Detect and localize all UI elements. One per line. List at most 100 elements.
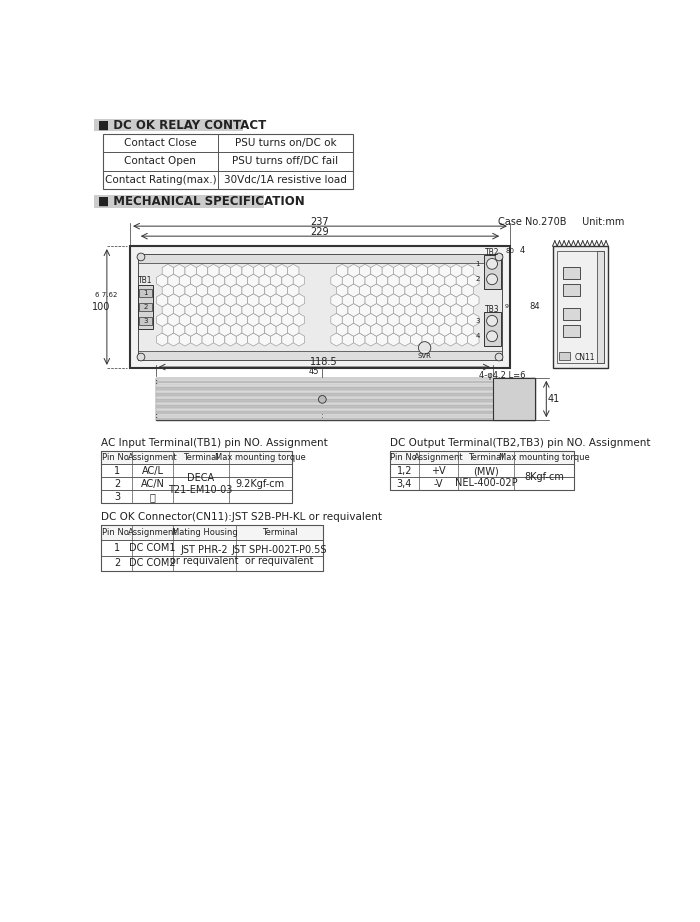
Bar: [493, 378, 536, 420]
Polygon shape: [416, 265, 428, 278]
Polygon shape: [411, 294, 422, 307]
Polygon shape: [444, 313, 456, 326]
Polygon shape: [276, 284, 288, 297]
Polygon shape: [168, 274, 179, 287]
Polygon shape: [388, 333, 399, 346]
Bar: [157, 390, 535, 393]
Polygon shape: [259, 313, 270, 326]
Polygon shape: [190, 294, 202, 307]
Polygon shape: [248, 274, 259, 287]
Text: ⏚: ⏚: [150, 491, 155, 502]
Polygon shape: [456, 333, 468, 346]
Circle shape: [495, 254, 503, 261]
Polygon shape: [439, 284, 451, 297]
Text: 3: 3: [144, 318, 148, 324]
Polygon shape: [185, 323, 197, 337]
Polygon shape: [331, 294, 342, 307]
Bar: [552, 246, 608, 368]
Bar: [157, 384, 535, 386]
Text: ■ DC OK RELAY CONTACT: ■ DC OK RELAY CONTACT: [97, 119, 266, 132]
Bar: [598, 251, 603, 363]
Polygon shape: [157, 333, 168, 346]
Bar: [155, 378, 536, 420]
Polygon shape: [393, 284, 405, 297]
Polygon shape: [354, 313, 365, 326]
Text: +V: +V: [431, 466, 446, 476]
Bar: [390, 451, 574, 464]
Bar: [102, 478, 292, 491]
Text: Pin No.: Pin No.: [102, 528, 132, 538]
Text: 2: 2: [475, 277, 480, 282]
Polygon shape: [288, 265, 299, 278]
Polygon shape: [444, 274, 456, 287]
Polygon shape: [451, 284, 462, 297]
Polygon shape: [371, 284, 382, 297]
Bar: [94, 119, 242, 132]
Text: Case No.270B     Unit:mm: Case No.270B Unit:mm: [498, 217, 624, 227]
Text: 1: 1: [114, 543, 120, 553]
Polygon shape: [253, 323, 265, 337]
Polygon shape: [253, 284, 265, 297]
Circle shape: [137, 353, 145, 361]
Text: 237: 237: [311, 217, 329, 227]
Polygon shape: [288, 284, 299, 297]
Bar: [564, 308, 580, 320]
Polygon shape: [230, 303, 242, 316]
Bar: [102, 451, 292, 464]
Polygon shape: [190, 274, 202, 287]
Polygon shape: [202, 274, 214, 287]
Polygon shape: [190, 313, 202, 326]
Text: 3: 3: [475, 318, 480, 324]
Bar: [138, 254, 502, 361]
Polygon shape: [208, 284, 219, 297]
Polygon shape: [259, 294, 270, 307]
Polygon shape: [242, 265, 253, 278]
Text: 1: 1: [144, 290, 148, 296]
Polygon shape: [236, 274, 248, 287]
Polygon shape: [468, 274, 479, 287]
Polygon shape: [282, 313, 293, 326]
Bar: [102, 491, 292, 503]
Text: DC COM2: DC COM2: [130, 559, 176, 568]
Polygon shape: [451, 265, 462, 278]
Polygon shape: [214, 333, 225, 346]
Polygon shape: [265, 323, 276, 337]
Bar: [102, 556, 323, 571]
Bar: [157, 378, 535, 381]
Polygon shape: [439, 323, 451, 337]
Bar: [157, 399, 535, 402]
Polygon shape: [377, 333, 388, 346]
Text: 3: 3: [114, 491, 120, 502]
Polygon shape: [377, 313, 388, 326]
Bar: [484, 313, 500, 347]
Text: TB2: TB2: [485, 248, 499, 257]
Polygon shape: [288, 323, 299, 337]
Text: CN11: CN11: [574, 352, 595, 361]
Bar: [138, 286, 153, 328]
Polygon shape: [214, 313, 225, 326]
Bar: [557, 251, 603, 363]
Polygon shape: [219, 284, 230, 297]
Polygon shape: [270, 274, 282, 287]
Polygon shape: [462, 303, 473, 316]
Bar: [157, 394, 535, 396]
Polygon shape: [276, 265, 288, 278]
Polygon shape: [405, 265, 416, 278]
Polygon shape: [382, 284, 393, 297]
Polygon shape: [179, 333, 190, 346]
Text: 84: 84: [529, 302, 540, 312]
Text: 4: 4: [475, 333, 480, 339]
Polygon shape: [342, 294, 354, 307]
Polygon shape: [444, 333, 456, 346]
Bar: [139, 317, 152, 325]
Bar: [102, 451, 292, 503]
Polygon shape: [422, 313, 433, 326]
Bar: [157, 415, 535, 417]
Polygon shape: [462, 323, 473, 337]
Polygon shape: [168, 294, 179, 307]
Polygon shape: [405, 284, 416, 297]
Text: 80: 80: [506, 248, 515, 254]
Polygon shape: [451, 303, 462, 316]
Polygon shape: [399, 333, 411, 346]
Polygon shape: [168, 313, 179, 326]
